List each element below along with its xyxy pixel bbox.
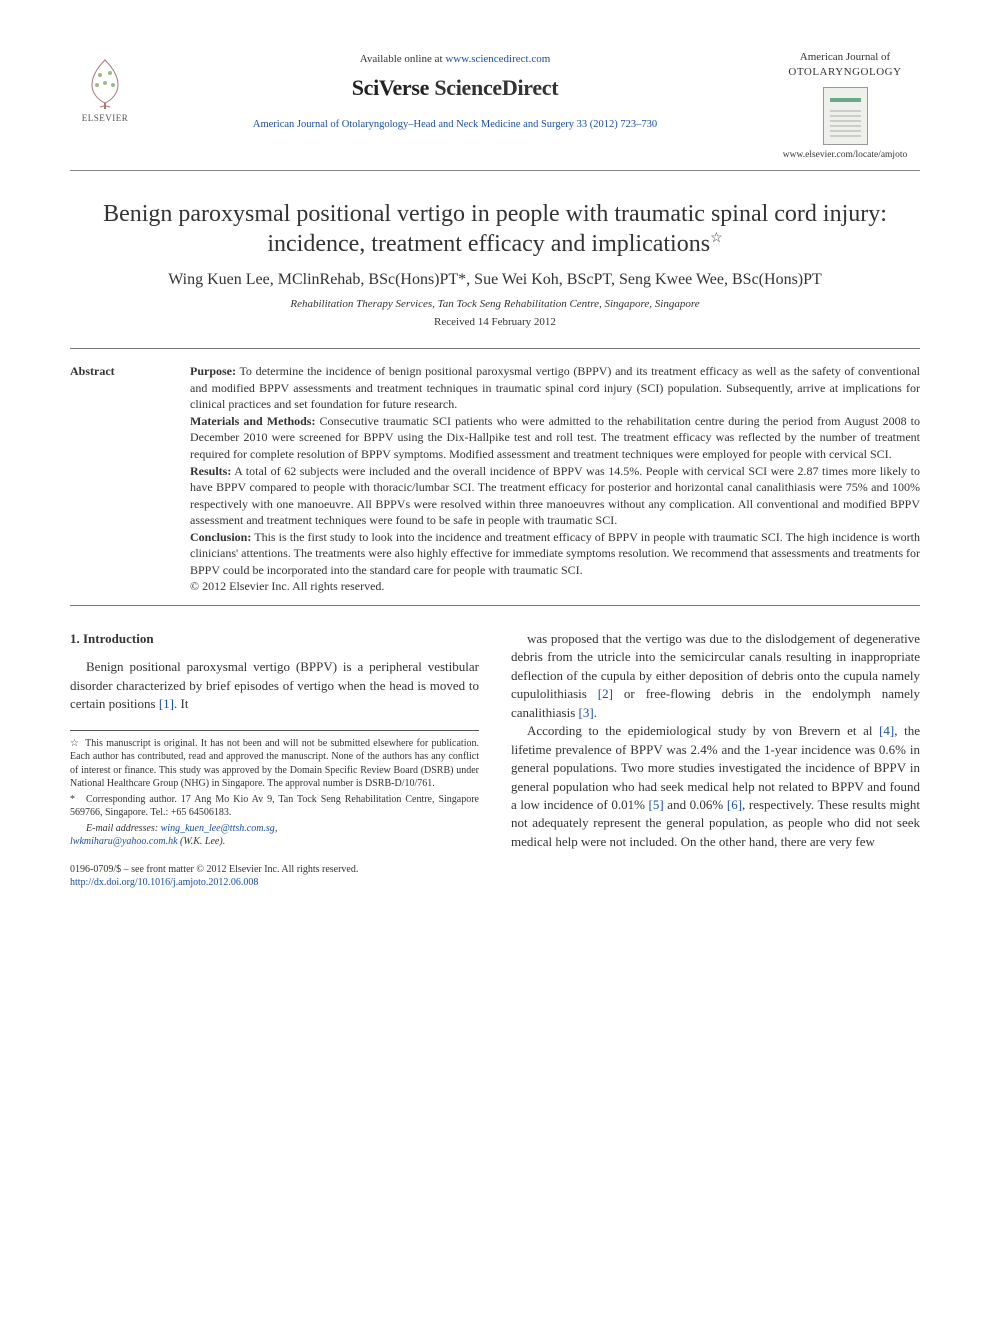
email-tail: (W.K. Lee). (178, 836, 226, 847)
ref-4[interactable]: [4] (879, 723, 894, 738)
intro-p2: was proposed that the vertigo was due to… (511, 630, 920, 722)
elsevier-tree-icon (80, 55, 130, 110)
intro-p3: According to the epidemiological study b… (511, 722, 920, 851)
ref-3[interactable]: [3] (579, 705, 594, 720)
publisher-logo: ELSEVIER (70, 50, 140, 130)
footnote-star-symbol: ☆ (70, 737, 82, 751)
email-sep: , (275, 823, 278, 834)
intro-p3a: According to the epidemiological study b… (527, 723, 879, 738)
footnotes: ☆ This manuscript is original. It has no… (70, 730, 479, 849)
email-label: E-mail addresses: (86, 823, 158, 834)
footnote-manuscript: ☆ This manuscript is original. It has no… (70, 737, 479, 791)
abs-conclusion: This is the first study to look into the… (190, 530, 920, 577)
intro-p1a: Benign positional paroxysmal vertigo (BP… (70, 659, 479, 711)
brand-part-b: ScienceDirect (434, 75, 558, 100)
center-header: Available online at www.sciencedirect.co… (140, 50, 770, 133)
abs-copyright: © 2012 Elsevier Inc. All rights reserved… (190, 579, 384, 593)
ref-6[interactable]: [6] (727, 797, 742, 812)
title-footnote-symbol: ☆ (710, 231, 723, 246)
footnote-emails: E-mail addresses: wing_kuen_lee@ttsh.com… (70, 822, 479, 849)
footer-frontmatter: 0196-0709/$ – see front matter © 2012 El… (70, 863, 479, 877)
intro-heading: 1. Introduction (70, 630, 479, 648)
sciencedirect-link[interactable]: www.sciencedirect.com (445, 53, 550, 65)
brand-part-a: SciVerse (352, 75, 435, 100)
abs-results-h: Results: (190, 464, 231, 478)
right-column: was proposed that the vertigo was due to… (511, 630, 920, 890)
intro-p2c: . (594, 705, 597, 720)
intro-p1: Benign positional paroxysmal vertigo (BP… (70, 658, 479, 713)
abs-results: A total of 62 subjects were included and… (190, 464, 920, 528)
publisher-name: ELSEVIER (82, 112, 129, 125)
footnote-asterisk-symbol: * (70, 793, 82, 807)
journal-cover-thumb (823, 87, 868, 145)
ref-5[interactable]: [5] (649, 797, 664, 812)
affiliation: Rehabilitation Therapy Services, Tan Toc… (70, 297, 920, 312)
brand-logo: SciVerse ScienceDirect (140, 73, 770, 104)
header-rule (70, 170, 920, 171)
left-column: 1. Introduction Benign positional paroxy… (70, 630, 479, 890)
journal-box: American Journal of OTOLARYNGOLOGY www.e… (770, 50, 920, 162)
email-link-2[interactable]: lwkmiharu@yahoo.com.hk (70, 836, 178, 847)
journal-locate-url[interactable]: www.elsevier.com/locate/amjoto (770, 149, 920, 162)
received-date: Received 14 February 2012 (70, 315, 920, 330)
ref-2[interactable]: [2] (598, 686, 613, 701)
footnote-correspondence-text: Corresponding author. 17 Ang Mo Kio Av 9… (70, 794, 479, 819)
intro-p3c: and 0.06% (664, 797, 727, 812)
abs-purpose: To determine the incidence of benign pos… (190, 364, 920, 411)
journal-name-line1: American Journal of (770, 50, 920, 65)
authors: Wing Kuen Lee, MClinRehab, BSc(Hons)PT*,… (70, 269, 920, 291)
abstract-label: Abstract (70, 363, 160, 595)
page-header: ELSEVIER Available online at www.science… (70, 50, 920, 162)
article-title: Benign paroxysmal positional vertigo in … (90, 199, 900, 259)
journal-name-line2: OTOLARYNGOLOGY (770, 65, 920, 80)
footnote-correspondence: * Corresponding author. 17 Ang Mo Kio Av… (70, 793, 479, 820)
abstract-body: Purpose: To determine the incidence of b… (190, 363, 920, 595)
ref-1[interactable]: [1] (159, 696, 174, 711)
available-text: Available online at (360, 53, 446, 65)
footnote-manuscript-text: This manuscript is original. It has not … (70, 738, 479, 790)
email-link-1[interactable]: wing_kuen_lee@ttsh.com.sg (161, 823, 275, 834)
intro-p1b: . It (174, 696, 188, 711)
abs-methods-h: Materials and Methods: (190, 414, 315, 428)
body-columns: 1. Introduction Benign positional paroxy… (70, 630, 920, 890)
available-online: Available online at www.sciencedirect.co… (140, 52, 770, 67)
abstract-block: Abstract Purpose: To determine the incid… (70, 359, 920, 605)
doi-link[interactable]: http://dx.doi.org/10.1016/j.amjoto.2012.… (70, 877, 258, 888)
journal-citation: American Journal of Otolaryngology–Head … (140, 118, 770, 133)
abstract-bottom-rule (70, 605, 920, 606)
page-footer: 0196-0709/$ – see front matter © 2012 El… (70, 863, 479, 890)
abstract-top-rule (70, 348, 920, 349)
abs-purpose-h: Purpose: (190, 364, 236, 378)
title-text: Benign paroxysmal positional vertigo in … (103, 201, 887, 257)
abs-conclusion-h: Conclusion: (190, 530, 251, 544)
